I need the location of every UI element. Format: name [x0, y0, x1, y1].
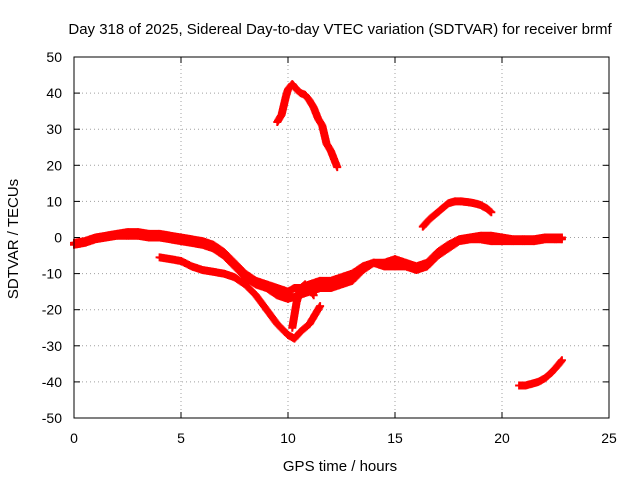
y-tick-label: -40	[42, 374, 62, 390]
y-tick-label: 40	[46, 85, 62, 101]
plot-frame	[73, 56, 610, 419]
series-lower-arc	[155, 253, 325, 343]
data-point-fill	[231, 263, 249, 281]
data-point-fill	[484, 205, 495, 216]
data-point	[309, 291, 318, 300]
data-point	[557, 356, 566, 365]
series-high-arc	[273, 80, 342, 172]
data-point	[333, 163, 342, 172]
y-axis-label: SDTVAR / TECUs	[5, 179, 22, 299]
data-point	[557, 235, 566, 244]
y-tick-label: 20	[46, 157, 62, 173]
data-point-fill	[220, 252, 238, 270]
y-tick-label: 0	[54, 230, 62, 246]
series-mid-arc	[418, 197, 496, 231]
data-point-fill	[331, 159, 341, 170]
data-point	[487, 208, 496, 217]
data-point-fill	[293, 86, 304, 97]
x-tick-label: 25	[601, 430, 617, 446]
data-point-fill	[298, 321, 313, 335]
data-point-fill	[242, 281, 259, 299]
axis-ticks: 0 5 10 15 20 25 50 40 30 20 10 0 -10 -20 -30 -40 -50	[42, 49, 617, 446]
x-tick-label: 20	[494, 430, 510, 446]
data-point-fill	[288, 299, 301, 331]
x-axis-label: GPS time / hours	[283, 458, 397, 475]
data-point-fill	[274, 321, 291, 338]
y-tick-label: 50	[46, 49, 62, 65]
x-tick-label: 5	[177, 430, 185, 446]
y-tick-label: -10	[42, 266, 62, 282]
x-tick-label: 15	[387, 430, 403, 446]
data-point-fill	[263, 306, 281, 327]
data-point-fill	[298, 89, 308, 99]
data-points	[70, 80, 566, 390]
data-point-fill	[349, 267, 366, 284]
series-main-b	[70, 231, 566, 303]
data-point	[316, 302, 325, 311]
series-low-arc	[515, 356, 566, 390]
y-tick-label: -30	[42, 338, 62, 354]
y-tick-label: -20	[42, 302, 62, 318]
y-tick-label: 10	[46, 193, 62, 209]
chart-title: Day 318 of 2025, Sidereal Day-to-day VTE…	[68, 21, 612, 38]
data-point-fill	[306, 303, 324, 327]
y-tick-label: -50	[42, 410, 62, 426]
x-tick-label: 0	[70, 430, 78, 446]
data-point-fill	[424, 252, 441, 270]
data-point-fill	[252, 292, 270, 313]
x-tick-label: 10	[280, 430, 296, 446]
y-tick-label: 30	[46, 121, 62, 137]
data-point-fill	[302, 281, 313, 292]
series-cross-segment	[288, 280, 318, 332]
